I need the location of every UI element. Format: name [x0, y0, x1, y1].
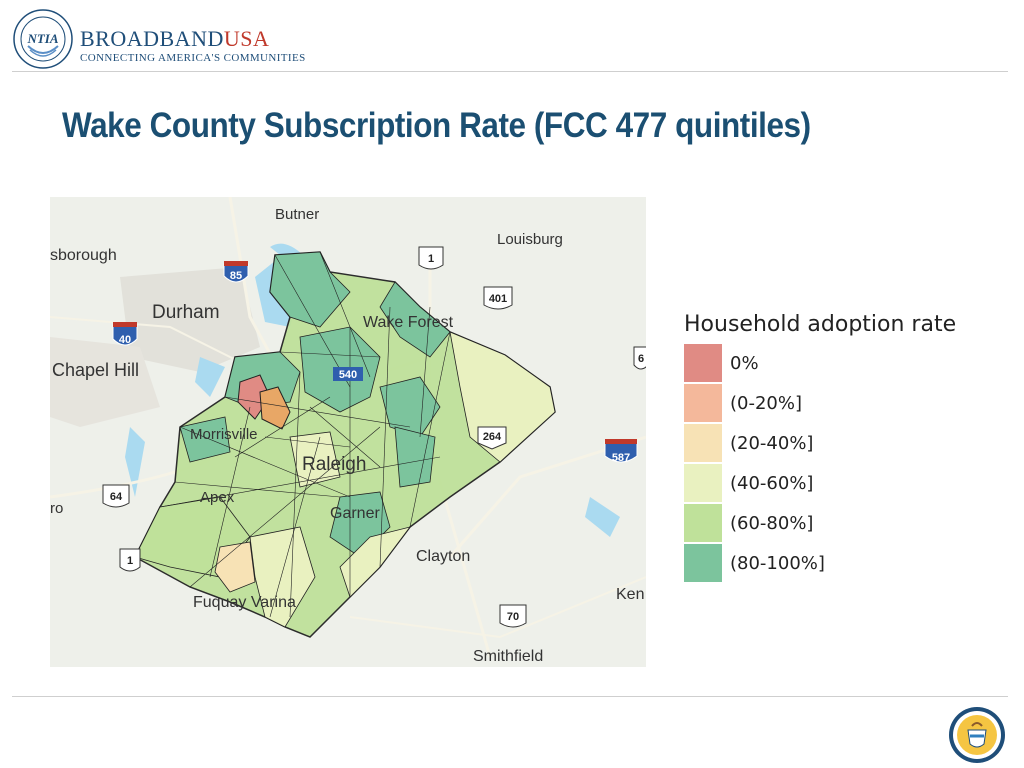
header: NTIA BROADBANDUSA CONNECTING AMERICA'S C… [0, 0, 1024, 72]
place-label-durham: Durham [152, 302, 220, 323]
place-label-garner: Garner [330, 505, 380, 522]
commerce-seal-icon [949, 707, 1005, 763]
legend-swatch [684, 544, 722, 582]
place-label-chapel-hill: Chapel Hill [52, 360, 139, 380]
legend-item: (0-20%] [684, 383, 1004, 423]
place-label-raleigh: Raleigh [302, 454, 366, 475]
legend-item: 0% [684, 343, 1004, 383]
us-route-shield-icon: 1 [119, 548, 141, 572]
us-route-shield-icon: 1 [418, 246, 444, 270]
svg-text:85: 85 [230, 270, 242, 282]
svg-text:6: 6 [638, 353, 644, 365]
place-label-kenly: Ken [616, 586, 644, 603]
svg-text:1: 1 [127, 555, 133, 567]
legend-item: (20-40%] [684, 423, 1004, 463]
svg-text:NTIA: NTIA [26, 31, 58, 46]
svg-text:401: 401 [489, 293, 507, 305]
interstate-shield-icon: 40 [112, 322, 138, 346]
svg-text:40: 40 [119, 334, 131, 346]
header-divider [12, 71, 1008, 72]
legend-swatch [684, 464, 722, 502]
legend-label: (20-40%] [730, 432, 814, 454]
legend-item: (60-80%] [684, 503, 1004, 543]
slide-title: Wake County Subscription Rate (FCC 477 q… [62, 106, 811, 145]
svg-text:1: 1 [428, 253, 434, 265]
interstate-shield-icon: 587 [604, 439, 638, 464]
interstate-shield-icon: 540 [333, 367, 363, 381]
us-route-shield-icon: 70 [499, 604, 527, 628]
svg-text:70: 70 [507, 611, 519, 623]
svg-text:264: 264 [483, 431, 502, 443]
legend-swatch [684, 424, 722, 462]
ntia-logo: NTIA [13, 9, 73, 69]
place-label-smithfield: Smithfield [473, 648, 543, 665]
place-label-morrisville: Morrisville [190, 426, 258, 443]
place-label-butner: Butner [275, 206, 319, 223]
legend-swatch [684, 344, 722, 382]
map-legend: Household adoption rate 0% (0-20%] (20-4… [684, 312, 1004, 583]
us-route-shield-icon: 401 [483, 286, 513, 310]
us-route-shield-icon: 6 [633, 346, 646, 370]
nc-route-shield-icon: 264 [477, 426, 507, 450]
legend-label: (60-80%] [730, 512, 814, 534]
interstate-shield-icon: 85 [223, 261, 249, 283]
place-label-fuquay-varina: Fuquay Varina [193, 594, 296, 611]
legend-label: (0-20%] [730, 392, 802, 414]
brand: BROADBANDUSA CONNECTING AMERICA'S COMMUN… [80, 26, 306, 65]
us-route-shield-icon: 64 [102, 484, 130, 508]
subscription-map: Butner Louisburg sborough Durham Wake Fo… [50, 197, 646, 667]
footer-divider [12, 696, 1008, 697]
brand-tagline: CONNECTING AMERICA'S COMMUNITIES [80, 52, 306, 64]
legend-label: (40-60%] [730, 472, 814, 494]
brand-name: BROADBANDUSA [80, 26, 270, 51]
legend-swatch [684, 504, 722, 542]
place-label-clayton: Clayton [416, 548, 470, 565]
legend-swatch [684, 384, 722, 422]
svg-text:587: 587 [612, 452, 630, 464]
legend-label: (80-100%] [730, 552, 825, 574]
svg-text:64: 64 [110, 491, 123, 503]
place-label-wake-forest: Wake Forest [363, 314, 454, 331]
svg-text:540: 540 [339, 369, 357, 381]
legend-item: (40-60%] [684, 463, 1004, 503]
place-label-west: ro [50, 500, 63, 517]
place-label-apex: Apex [200, 489, 235, 506]
legend-label: 0% [730, 352, 759, 374]
place-label-louisburg: Louisburg [497, 231, 563, 248]
legend-item: (80-100%] [684, 543, 1004, 583]
legend-title: Household adoption rate [684, 312, 957, 337]
place-label-hillsborough: sborough [50, 247, 117, 264]
